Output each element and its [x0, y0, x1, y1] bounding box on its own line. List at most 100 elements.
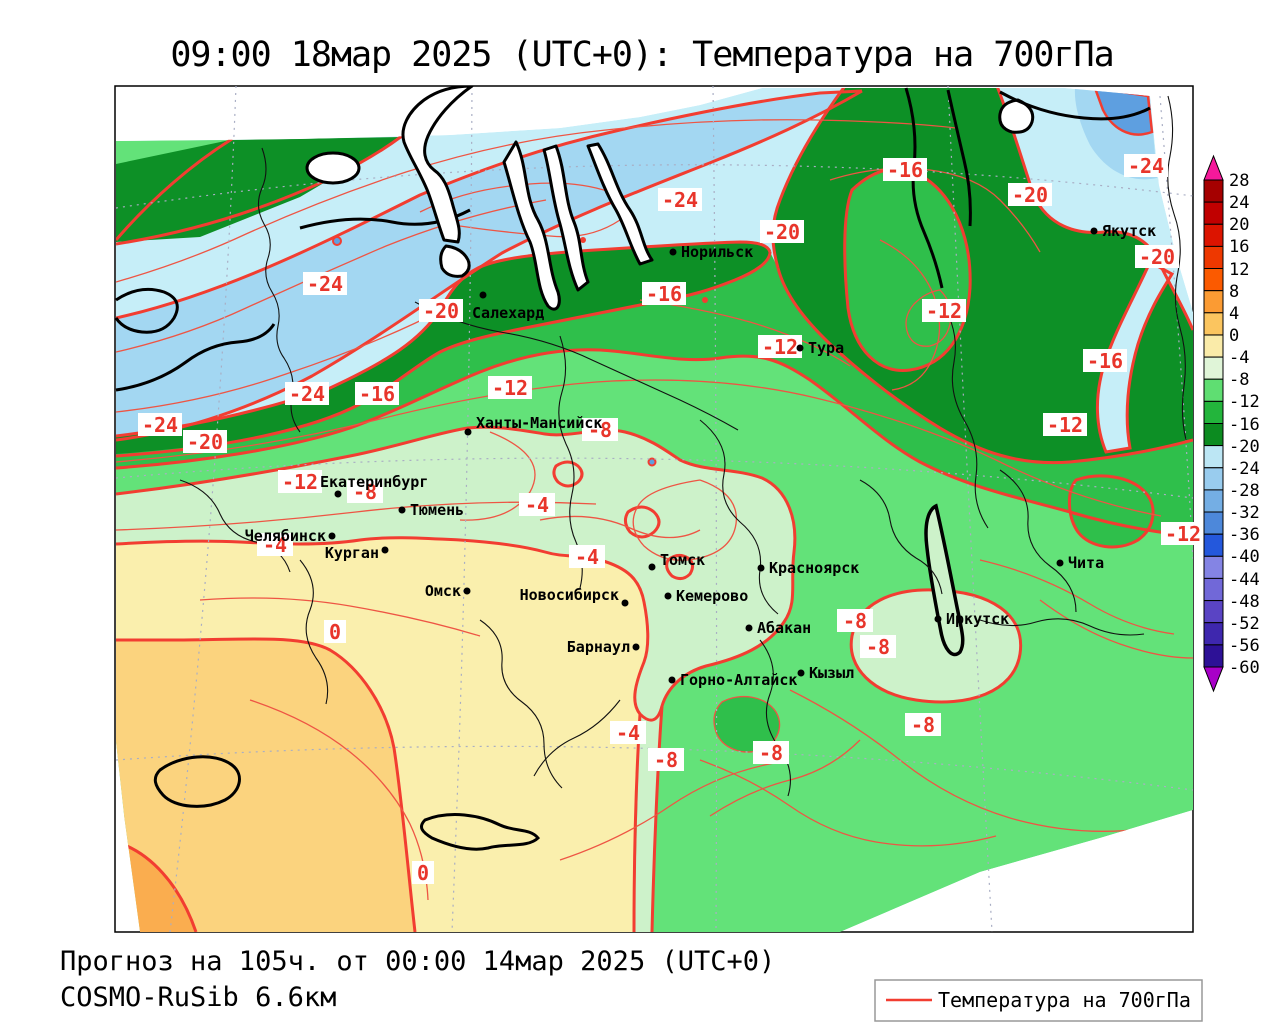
svg-text:-24: -24 [307, 272, 343, 296]
svg-text:0: 0 [329, 620, 341, 644]
svg-text:-48: -48 [1229, 592, 1260, 612]
city-label: Тюмень [410, 501, 464, 519]
city-marker-khanty-mansiysk: Ханты-Мансийск [464, 414, 602, 436]
svg-text:-16: -16 [359, 382, 395, 406]
temperature-fill-layer [116, 88, 1193, 932]
city-marker-tyumen: Тюмень [398, 501, 464, 519]
contour-label: -8 [347, 480, 383, 504]
contour-label: -16 [1083, 349, 1127, 373]
contour-label: -20 [1008, 183, 1052, 207]
novaya-zemlya [401, 86, 474, 244]
svg-text:-4: -4 [525, 493, 549, 517]
contour-label: -24 [658, 188, 702, 212]
contour-label: 0 [324, 620, 346, 644]
city-marker-kyzyl: Кызыл [797, 664, 854, 682]
contour-thick [116, 137, 233, 241]
page-title: 09:00 18мар 2025 (UTC+0): Температура на… [170, 35, 1113, 75]
city-dot [797, 669, 805, 677]
contour-label: 0 [412, 861, 434, 885]
region-pyellow [116, 537, 648, 932]
city-label: Красноярск [769, 559, 859, 577]
contour-label: -8 [582, 418, 618, 442]
svg-text:-20: -20 [764, 220, 800, 244]
city-dot [464, 428, 472, 436]
city-label: Абакан [757, 619, 811, 637]
colorbar-segment [1203, 223, 1224, 247]
colorbar-segment [1203, 555, 1224, 579]
svg-text:28: 28 [1229, 171, 1249, 191]
contour-thick-islet [552, 460, 584, 488]
svg-text:12: 12 [1229, 260, 1249, 280]
city-marker-tomsk: Томск [648, 551, 705, 571]
contour-label: -8 [753, 741, 789, 765]
svg-text:-8: -8 [843, 609, 867, 633]
footer-forecast-info: Прогноз на 105ч. от 00:00 14мар 2025 (UT… [60, 946, 775, 977]
ob-gulf [502, 140, 561, 311]
colorbar-segment [1203, 400, 1224, 425]
city-label: Ханты-Мансийск [476, 414, 602, 432]
contour-thick [116, 251, 772, 458]
svg-text:-8: -8 [654, 748, 678, 772]
contour-label: -20 [1135, 245, 1179, 269]
svg-text:-24: -24 [662, 188, 698, 212]
city-marker-chita: Чита [1056, 554, 1104, 572]
region-topright-blue-core [1093, 88, 1154, 136]
svg-text:-24: -24 [289, 382, 325, 406]
legend-box: Температура на 700гПа [874, 979, 1203, 1022]
contour-thick [995, 88, 1193, 331]
svg-text:-12: -12 [1229, 392, 1260, 412]
svg-text:-24: -24 [142, 413, 178, 437]
region-mgreen-patch-east [1068, 474, 1155, 549]
colorbar-segment [1203, 312, 1224, 336]
svg-text:-8: -8 [1229, 370, 1249, 390]
city-label: Чита [1068, 554, 1104, 572]
svg-text:-32: -32 [1229, 503, 1260, 523]
contour-label: -4 [519, 493, 555, 517]
svg-text:-12: -12 [762, 335, 798, 359]
city-dot [796, 344, 804, 352]
lake-baikal [924, 503, 965, 657]
pyasina-river [946, 89, 972, 227]
city-marker-novosibirsk: Новосибирск [520, 586, 629, 607]
city-marker-irkutsk: Иркутск [934, 610, 1009, 628]
colorbar-arrow-bottom [1203, 666, 1224, 693]
svg-text:-56: -56 [1229, 636, 1260, 656]
white-sea-coast [115, 287, 179, 334]
city-label: Якутск [1102, 222, 1156, 240]
arctic-island [998, 98, 1035, 134]
city-marker-norilsk: Норильск [669, 243, 753, 261]
city-dot [1090, 227, 1098, 235]
city-dot [334, 490, 342, 498]
city-label: Омск [425, 582, 461, 600]
city-dot [669, 248, 677, 256]
contour-label: -4 [257, 533, 293, 557]
lake-zaysan [420, 813, 541, 851]
city-marker-barnaul: Барнаул [567, 638, 640, 656]
lake-southwest [153, 755, 241, 808]
contour-label: -4 [569, 545, 605, 569]
colorbar-segment [1203, 577, 1224, 602]
contour-label: -8 [860, 635, 896, 659]
colorbar-tick-labels: 28 24 20 16 12 8 4 0 -4 -8 -12 -16 -20 -… [1229, 171, 1260, 678]
svg-text:-36: -36 [1229, 525, 1260, 545]
city-dot [934, 615, 942, 623]
city-marker-chelyabinsk: Челябинск [245, 527, 336, 545]
city-label: Томск [660, 551, 705, 569]
svg-text:16: 16 [1229, 237, 1249, 257]
svg-text:-20: -20 [187, 430, 223, 454]
city-dot [664, 592, 672, 600]
footer: Прогноз на 105ч. от 00:00 14мар 2025 (UT… [60, 946, 775, 1013]
graticule-meridian [947, 86, 993, 932]
vaygach-island [439, 244, 471, 278]
region-pgreen-west [116, 427, 795, 721]
city-dot [398, 506, 406, 514]
svg-text:-4: -4 [575, 545, 599, 569]
footer-model-info: COSMO-RuSib 6.6км [60, 982, 336, 1013]
tiny-red-spot [580, 237, 586, 243]
city-marker-kemerovo: Кемерово [664, 587, 748, 605]
colorbar-segment [1203, 445, 1224, 469]
svg-text:-16: -16 [1087, 349, 1123, 373]
city-dot [621, 599, 629, 607]
